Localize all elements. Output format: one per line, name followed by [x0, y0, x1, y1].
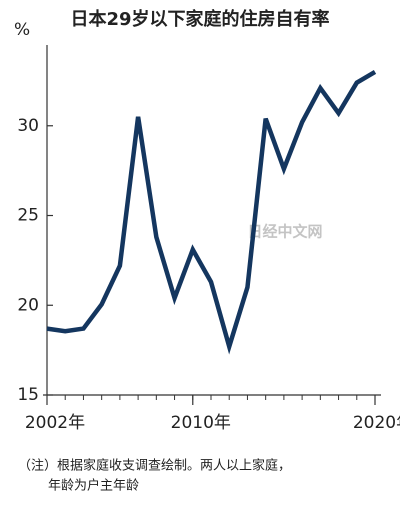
- note: 年龄为户主年龄: [48, 478, 139, 494]
- data-line: [46, 69, 377, 355]
- y-tick-label: 20: [17, 295, 39, 315]
- x-tick-label: 2002年: [25, 413, 85, 433]
- y-tick-label: 30: [17, 116, 39, 136]
- note: （注）根据家庭收支调查绘制。两人以上家庭，: [18, 458, 291, 474]
- watermark: 日经中文网: [247, 223, 322, 241]
- x-tick-label: 2010年: [171, 413, 231, 433]
- y-unit: %: [14, 20, 30, 40]
- x-tick-label: 2020年: [353, 413, 400, 433]
- chart-title: 日本29岁以下家庭的住房自有率: [70, 8, 329, 30]
- y-tick-label: 15: [17, 385, 39, 405]
- y-tick-label: 25: [17, 206, 39, 226]
